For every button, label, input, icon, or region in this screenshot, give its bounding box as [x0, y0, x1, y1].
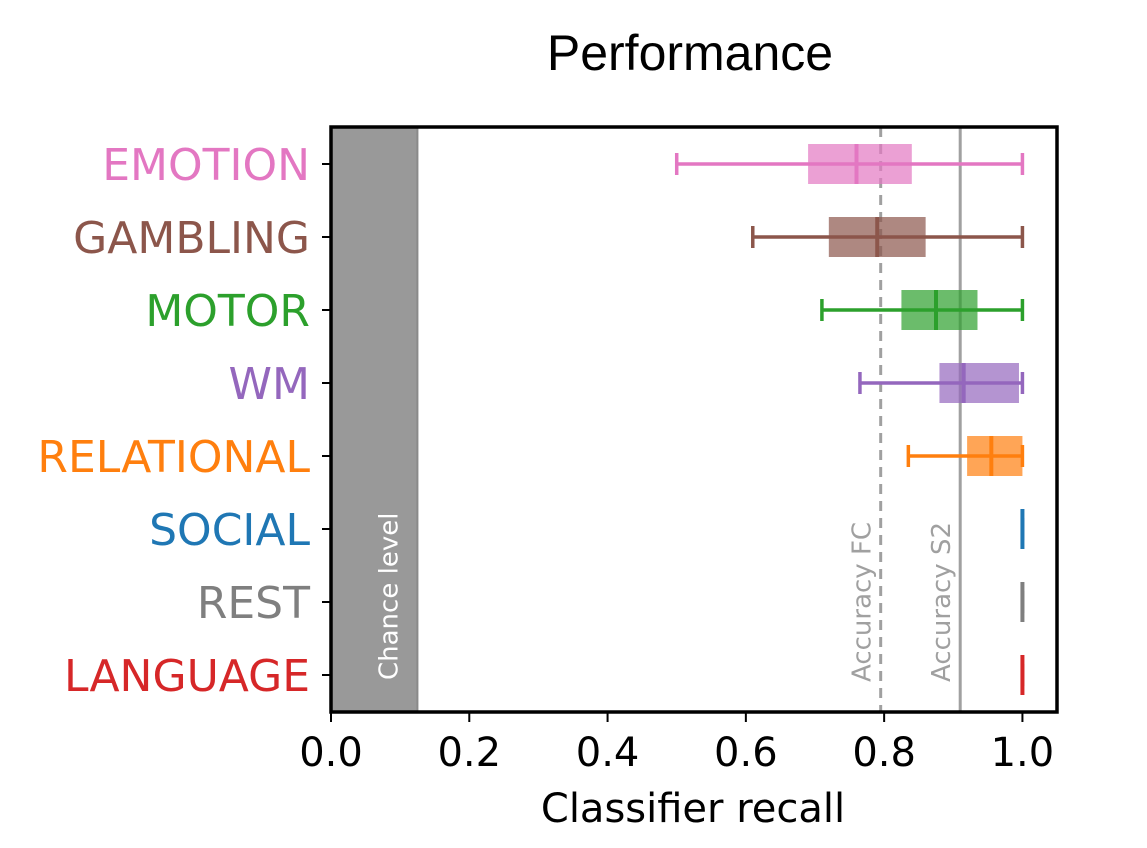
- plot-frame: [329, 125, 1059, 714]
- category-label-language: LANGUAGE: [64, 651, 310, 702]
- box-emotion: [808, 144, 912, 184]
- category-label-motor: MOTOR: [145, 286, 310, 337]
- reference-line-label: Accuracy FC: [848, 522, 878, 682]
- x-tick-label: 0.6: [714, 730, 778, 776]
- x-tick-label: 0.8: [852, 730, 916, 776]
- x-tick-label: 0.0: [299, 730, 363, 776]
- box-relational: [967, 436, 1023, 476]
- category-label-social: SOCIAL: [149, 505, 310, 556]
- x-tick-label: 1.0: [991, 730, 1055, 776]
- category-label-rest: REST: [197, 578, 310, 629]
- category-label-emotion: EMOTION: [102, 140, 310, 191]
- box-motor: [901, 290, 978, 330]
- reference-line-label: Accuracy S2: [927, 522, 957, 682]
- box-wm: [939, 363, 1019, 403]
- category-label-relational: RELATIONAL: [37, 432, 310, 483]
- category-label-gambling: GAMBLING: [73, 213, 310, 264]
- chart-title: Performance: [547, 25, 833, 81]
- chance-level-band: [331, 127, 418, 712]
- x-axis-label: Classifier recall: [541, 786, 845, 832]
- category-label-wm: WM: [229, 359, 310, 410]
- plot-area: Chance level Accuracy FC Accuracy S2 EMOTIO…: [37, 125, 1059, 776]
- x-tick-label: 0.4: [576, 730, 640, 776]
- chance-level-label: Chance level: [374, 513, 404, 680]
- x-tick-label: 0.2: [437, 730, 501, 776]
